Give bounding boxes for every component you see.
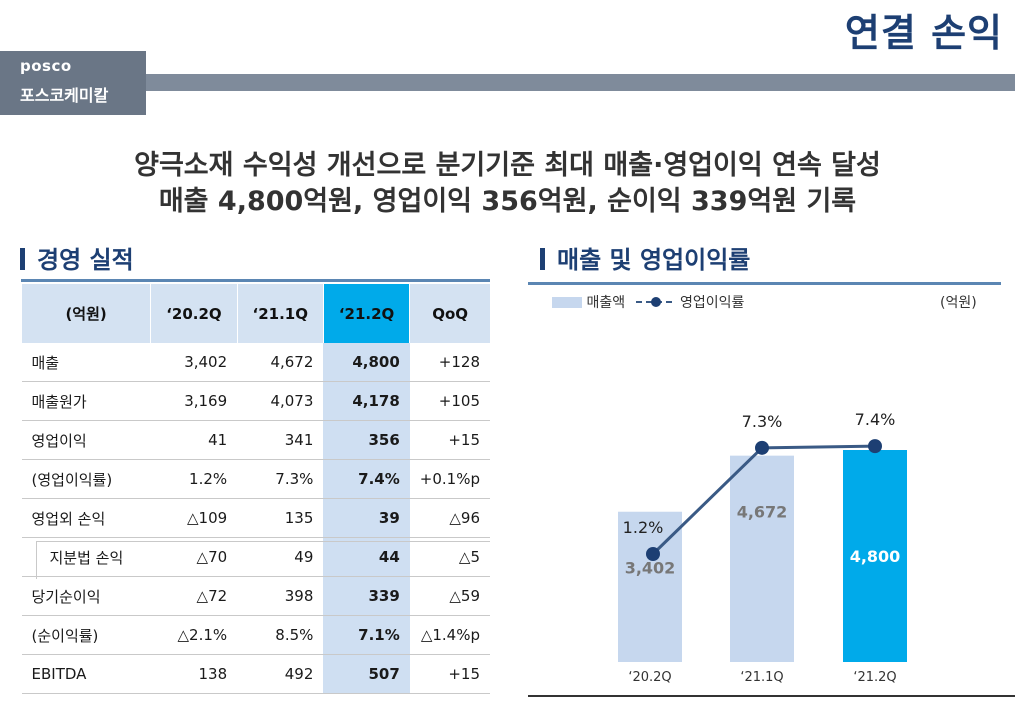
legend-line-marker-icon	[635, 297, 676, 307]
cell-21-1q: 7.3%	[237, 459, 324, 499]
chart-section-title: 매출 및 영업이익률	[540, 240, 750, 275]
cell-21-1q: 341	[237, 420, 324, 460]
cell-qoq: △59	[409, 576, 490, 616]
legend-line-label: 영업이익률	[680, 295, 745, 311]
cell-21-1q: 398	[237, 576, 324, 616]
cell-20-2q: △109	[150, 498, 238, 538]
table-row: EBITDA 138 492 507 +15	[21, 654, 490, 694]
table-row: 영업이익 41 341 356 +15	[21, 420, 490, 460]
margin-label: 1.2%	[623, 518, 664, 537]
chart-section-label: 매출 및 영업이익률	[557, 246, 751, 274]
margin-label: 7.4%	[855, 410, 896, 429]
header-20-2q: ‘20.2Q	[150, 284, 238, 343]
cell-qoq: △96	[409, 498, 490, 538]
legend-bar-label: 매출액	[586, 295, 626, 311]
cell-21-2q: 4,178	[323, 381, 410, 421]
margin-label: 7.3%	[742, 412, 783, 431]
logo-text-kr: 포스코케미칼	[20, 86, 109, 105]
table-row: 매출 3,402 4,672 4,800 +128	[21, 343, 490, 382]
cell-20-2q: △2.1%	[150, 615, 238, 655]
section-bar-icon	[540, 248, 545, 270]
headline-line-2: 매출 4,800억원, 영업이익 356억원, 순이익 339억원 기록	[158, 186, 857, 217]
bar-revenue	[843, 450, 907, 662]
row-label: (순이익률)	[21, 615, 151, 655]
cell-qoq: △1.4%p	[409, 615, 490, 655]
table-row: 매출원가 3,169 4,073 4,178 +105	[21, 381, 490, 421]
cell-21-2q: 507	[323, 654, 410, 694]
table-body: 매출 3,402 4,672 4,800 +128 매출원가 3,169 4,073 4,178…	[21, 343, 490, 694]
cell-21-2q: 44	[323, 537, 410, 577]
chart-unit: (억원)	[940, 295, 977, 311]
logo-text-en: posco	[20, 57, 72, 75]
margin-point	[755, 440, 769, 455]
table-section-title: 경영 실적	[20, 240, 134, 275]
row-label: 지분법 손익	[21, 537, 151, 577]
row-label: (영업이익률)	[21, 459, 151, 499]
revenue-margin-chart: 3,402 ‘20.2Q 4,672 ‘21.1Q 4,800 ‘21.2Q 1.2% 7.3…	[618, 410, 907, 685]
bar-value-label: 4,800	[850, 547, 901, 566]
performance-table: (억원) ‘20.2Q ‘21.1Q ‘21.2Q QoQ 매출 3,402 4,6…	[20, 284, 490, 694]
table-section-rule	[21, 279, 490, 282]
cell-qoq: +105	[409, 381, 490, 421]
margin-point	[646, 547, 660, 561]
cell-21-2q: 356	[323, 420, 410, 460]
x-tick-label: ‘21.1Q	[740, 670, 783, 685]
bar-value-label: 3,402	[625, 559, 676, 578]
table-section-label: 경영 실적	[37, 246, 134, 274]
cell-20-2q: △72	[150, 576, 238, 616]
table-row: (영업이익률) 1.2% 7.3% 7.4% +0.1%p	[21, 459, 490, 499]
cell-21-2q: 4,800	[323, 343, 410, 382]
row-label: 당기순이익	[21, 576, 151, 616]
cell-21-1q: 492	[237, 654, 324, 694]
top-band	[0, 74, 1015, 91]
cell-21-1q: 4,073	[237, 381, 324, 421]
row-label: 매출원가	[21, 381, 151, 421]
cell-20-2q: 41	[150, 420, 238, 460]
table-row: 당기순이익 △72 398 339 △59	[21, 576, 490, 616]
x-tick-label: ‘20.2Q	[628, 670, 671, 685]
bar-value-label: 4,672	[737, 503, 788, 522]
cell-21-2q: 7.1%	[323, 615, 410, 655]
cell-20-2q: 3,169	[150, 381, 238, 421]
bar-revenue	[730, 455, 794, 662]
cell-qoq: +15	[409, 420, 490, 460]
chart-baseline	[528, 695, 1015, 697]
cell-21-1q: 8.5%	[237, 615, 324, 655]
header-21-1q: ‘21.1Q	[236, 284, 324, 343]
cell-20-2q: 1.2%	[150, 459, 238, 499]
row-label: 매출	[21, 343, 151, 382]
cell-20-2q: 138	[150, 654, 238, 694]
row-label: 영업이익	[21, 420, 151, 460]
cell-21-1q: 49	[237, 537, 324, 577]
cell-qoq: +0.1%p	[409, 459, 490, 499]
cell-20-2q: △70	[150, 537, 238, 577]
table-row: 지분법 손익 △70 49 44 △5	[21, 537, 490, 577]
x-tick-label: ‘21.2Q	[853, 670, 896, 685]
section-bar-icon	[20, 248, 25, 270]
header-21-2q: ‘21.2Q	[322, 284, 410, 343]
margin-point	[868, 439, 882, 454]
legend-bar-swatch	[552, 297, 582, 308]
page-title: 연결 손익	[844, 11, 1003, 55]
company-logo: posco 포스코케미칼	[0, 51, 146, 115]
table-header-row: (억원) ‘20.2Q ‘21.1Q ‘21.2Q QoQ	[20, 284, 490, 343]
headline-line-1: 양극소재 수익성 개선으로 분기기준 최대 매출·영업이익 연속 달성	[134, 150, 881, 181]
table-row: 영업외 손익 △109 135 39 △96	[21, 498, 490, 538]
cell-21-2q: 339	[323, 576, 410, 616]
chart-legend: 매출액 영업이익률	[552, 292, 744, 312]
table-row: (순이익률) △2.1% 8.5% 7.1% △1.4%p	[21, 615, 490, 655]
cell-21-1q: 135	[237, 498, 324, 538]
cell-qoq: +128	[409, 343, 490, 382]
chart-section-rule	[528, 282, 1001, 285]
row-label: 영업외 손익	[21, 498, 151, 538]
header-unit: (억원)	[20, 284, 151, 343]
cell-qoq: +15	[409, 654, 490, 694]
cell-21-1q: 4,672	[237, 343, 324, 382]
cell-21-2q: 7.4%	[323, 459, 410, 499]
cell-21-2q: 39	[323, 498, 410, 538]
header-qoq: QoQ	[409, 284, 490, 343]
cell-qoq: △5	[409, 537, 490, 577]
cell-20-2q: 3,402	[150, 343, 238, 382]
row-label: EBITDA	[21, 654, 151, 694]
